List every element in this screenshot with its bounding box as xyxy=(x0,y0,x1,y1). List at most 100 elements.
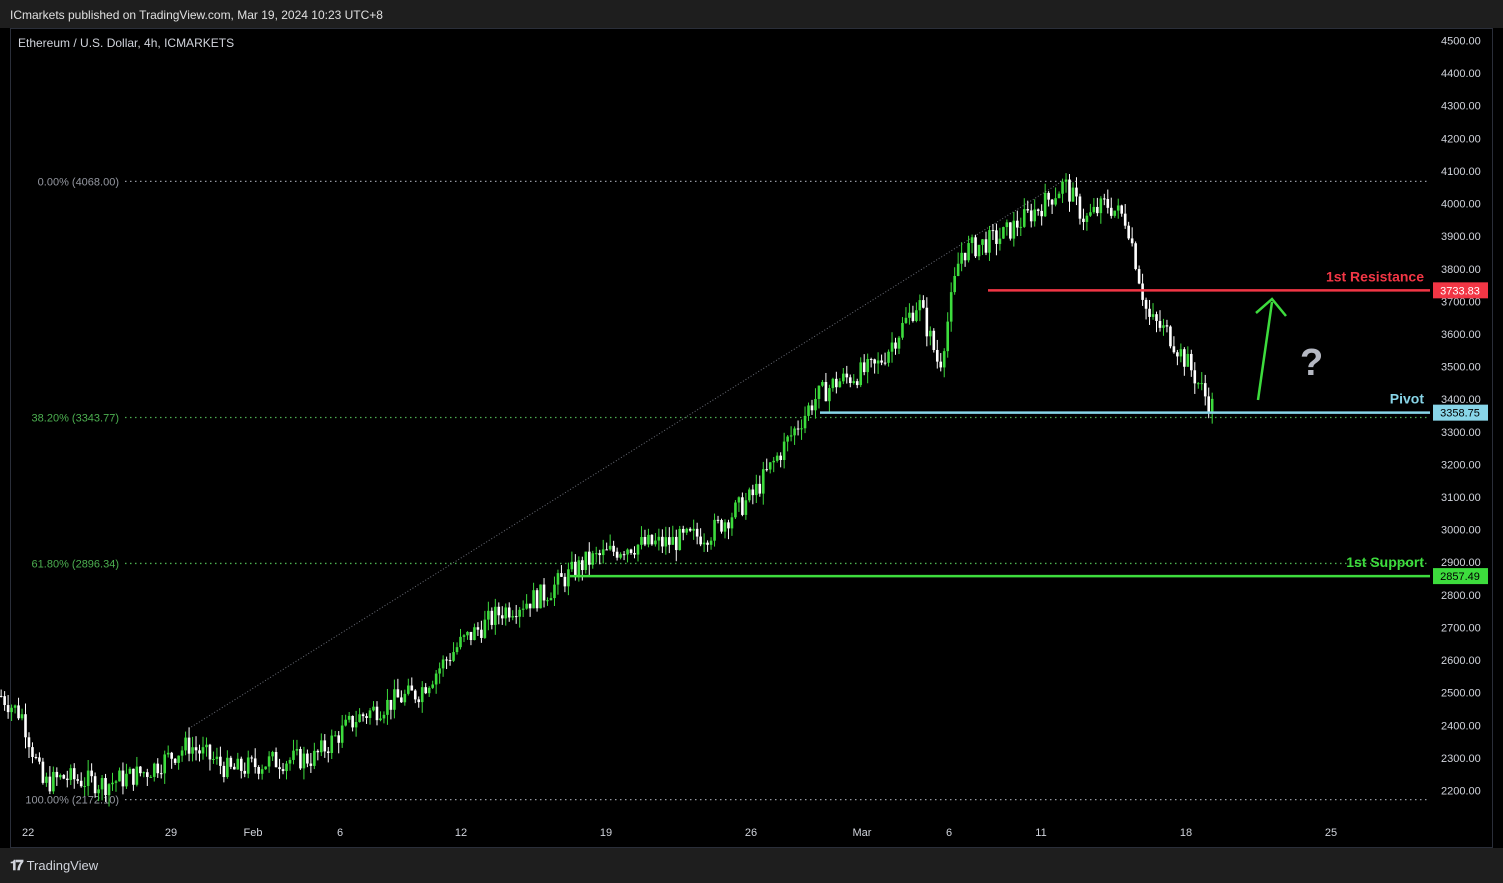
candle-body xyxy=(647,534,650,545)
candle-body xyxy=(939,361,943,368)
candle-body xyxy=(222,765,226,778)
candle-body xyxy=(1096,206,1099,214)
candle-body xyxy=(960,252,963,264)
candle-body xyxy=(271,751,274,757)
candle-body xyxy=(581,560,584,571)
candle-body xyxy=(633,552,636,555)
candle-body xyxy=(132,768,135,785)
candle-body xyxy=(991,230,995,232)
candle-body xyxy=(1183,349,1186,367)
candle-body xyxy=(807,405,810,416)
candle-body xyxy=(845,373,849,378)
candle-body xyxy=(177,755,180,763)
candle-body xyxy=(768,462,772,470)
candle-body xyxy=(448,660,452,662)
fib-level-label: 61.80% (2896.34) xyxy=(32,558,119,570)
candle-body xyxy=(1002,227,1005,239)
candle-body xyxy=(326,751,330,753)
time-axis-label: 12 xyxy=(455,827,467,839)
candle-body xyxy=(1033,209,1037,222)
candle-body xyxy=(859,362,863,386)
candle-body xyxy=(650,534,654,545)
candle-body xyxy=(302,753,306,769)
candle-body xyxy=(758,483,762,494)
price-axis-label: 3000.00 xyxy=(1441,525,1481,537)
candle-body xyxy=(288,759,292,764)
candle-body xyxy=(330,735,334,753)
candle-body xyxy=(38,757,41,762)
candle-body xyxy=(149,776,153,778)
candle-body xyxy=(560,573,563,577)
time-axis-label: Feb xyxy=(244,827,263,839)
candle-body xyxy=(1113,210,1117,216)
candle-body xyxy=(664,537,668,547)
candle-body xyxy=(208,744,212,760)
candle-body xyxy=(723,522,727,532)
candle-body xyxy=(351,715,354,728)
candle-body xyxy=(681,528,685,533)
candle-body xyxy=(445,659,448,661)
candle-body xyxy=(1106,199,1110,208)
candle-body xyxy=(765,469,769,471)
candle-body xyxy=(1144,299,1148,309)
candle-body xyxy=(281,769,285,772)
candle-body xyxy=(79,780,83,787)
candle-body xyxy=(274,751,278,768)
candle-body xyxy=(901,322,904,338)
candle-body xyxy=(654,540,657,545)
candle-body xyxy=(842,373,845,382)
candle-body xyxy=(52,771,55,792)
candle-body xyxy=(215,756,219,760)
candle-body xyxy=(612,545,615,552)
candle-body xyxy=(17,705,20,719)
candle-body xyxy=(483,619,487,638)
candle-body xyxy=(1158,320,1162,328)
candle-body xyxy=(605,549,608,551)
time-axis-label: 25 xyxy=(1325,827,1337,839)
time-axis-label: 18 xyxy=(1180,827,1192,839)
candle-body xyxy=(963,252,967,261)
candle-body xyxy=(1109,207,1113,216)
tradingview-logo[interactable]: 𝟏𝟕 TradingView xyxy=(10,857,98,874)
candle-body xyxy=(212,759,215,761)
candle-body xyxy=(800,428,803,430)
candle-body xyxy=(855,381,859,386)
candle-body xyxy=(41,761,45,783)
candle-body xyxy=(1137,269,1141,284)
level-price-text: 3358.75 xyxy=(1440,408,1480,420)
candle-body xyxy=(365,716,368,718)
candle-body xyxy=(427,687,431,694)
candle-body xyxy=(295,749,299,751)
level-name-label: 1st Resistance xyxy=(1326,268,1424,284)
candle-body xyxy=(1022,209,1026,227)
candle-body xyxy=(344,719,347,726)
candle-body xyxy=(313,750,316,766)
candle-body xyxy=(354,722,358,728)
candle-body xyxy=(880,360,883,363)
time-axis-label: 29 xyxy=(165,827,177,839)
candle-body xyxy=(170,752,173,759)
candle-body xyxy=(755,483,758,496)
candle-body xyxy=(640,537,643,545)
candle-body xyxy=(817,385,821,399)
candle-body xyxy=(789,435,793,437)
candle-body xyxy=(403,693,407,703)
candle-body xyxy=(786,436,789,442)
price-axis-label: 3200.00 xyxy=(1441,459,1481,471)
candle-body xyxy=(469,631,473,641)
candle-body xyxy=(410,685,414,691)
candle-body xyxy=(608,545,612,550)
candle-body xyxy=(65,778,69,781)
candle-body xyxy=(309,763,313,766)
candle-body xyxy=(72,768,76,780)
candle-body xyxy=(233,766,236,770)
candle-body xyxy=(942,351,946,368)
up-arrow-icon xyxy=(1256,301,1274,401)
price-axis-label: 2600.00 xyxy=(1441,655,1481,667)
level-price-badge xyxy=(1433,404,1488,421)
candle-body xyxy=(1207,396,1211,414)
candle-body xyxy=(601,549,605,556)
candle-body xyxy=(260,769,264,774)
candle-body xyxy=(31,747,34,757)
